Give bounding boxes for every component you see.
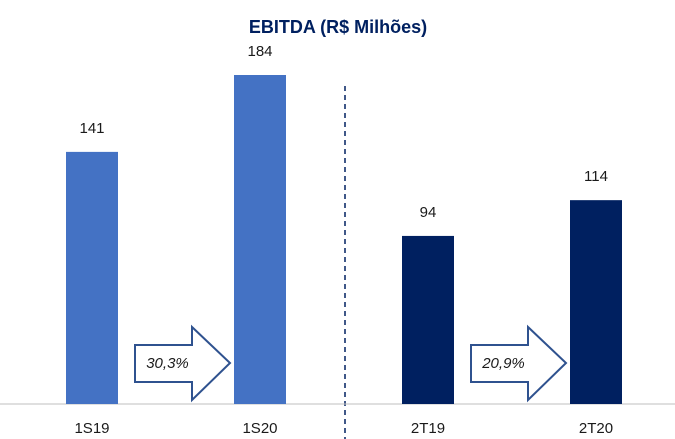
value-label: 114 bbox=[584, 168, 608, 185]
x-tick-label: 1S20 bbox=[242, 420, 277, 437]
bar bbox=[66, 151, 118, 404]
annotation: 20,9% bbox=[481, 355, 525, 372]
value-label: 184 bbox=[247, 43, 272, 60]
bar bbox=[570, 200, 622, 404]
bar bbox=[234, 75, 286, 404]
arrow bbox=[470, 324, 568, 403]
x-tick-label: 2T20 bbox=[579, 420, 613, 437]
chart-title: EBITDA (R$ Milhões) bbox=[249, 17, 427, 37]
x-tick-label: 2T19 bbox=[411, 420, 445, 437]
value-label: 94 bbox=[420, 204, 437, 221]
annotation: 30,3% bbox=[146, 355, 189, 372]
bar bbox=[402, 235, 454, 404]
x-tick-label: 1S19 bbox=[74, 420, 109, 437]
arrow bbox=[134, 324, 232, 403]
value-label: 141 bbox=[79, 120, 104, 137]
